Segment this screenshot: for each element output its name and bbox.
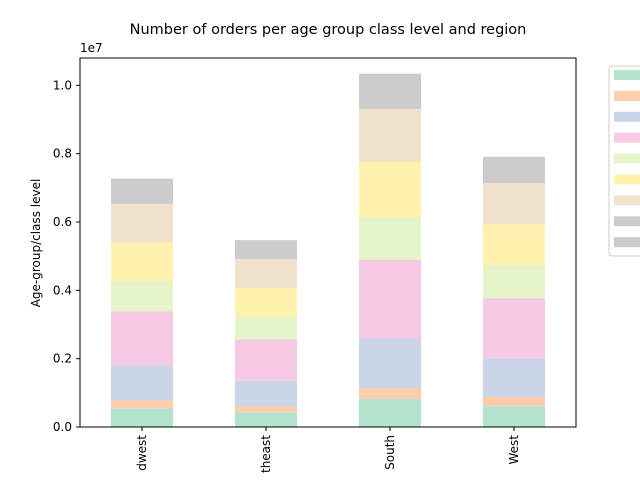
bar-segment bbox=[483, 298, 545, 359]
bar-segment bbox=[483, 406, 545, 427]
plot-frame bbox=[79, 57, 577, 428]
bar-segment bbox=[359, 338, 421, 389]
bar-segment bbox=[111, 365, 173, 401]
legend-swatch bbox=[614, 195, 640, 206]
y-tick-label: 0.2 bbox=[53, 352, 72, 366]
bar-segment bbox=[235, 240, 297, 260]
bar-segment bbox=[483, 396, 545, 407]
bar-segment bbox=[235, 339, 297, 381]
y-axis-scale-label: 1e7 bbox=[80, 41, 103, 55]
y-tick-label: 0.8 bbox=[53, 147, 72, 161]
y-tick-label: 0.6 bbox=[53, 215, 72, 229]
bar-segment bbox=[483, 358, 545, 397]
legend-swatch bbox=[614, 237, 640, 248]
y-tick-label: 1.0 bbox=[53, 78, 72, 92]
y-axis-label: Age-group/class level bbox=[29, 179, 43, 308]
bar-segment bbox=[483, 183, 545, 225]
x-tick-label: dwest bbox=[135, 435, 149, 471]
bar-segment bbox=[111, 281, 173, 312]
y-tick-label: 0.4 bbox=[53, 283, 72, 297]
legend-swatch bbox=[614, 132, 640, 143]
x-tick-label: theast bbox=[259, 435, 273, 473]
x-tick-label: West bbox=[507, 435, 521, 465]
bar-segment bbox=[111, 400, 173, 409]
bar-segment bbox=[235, 412, 297, 427]
bar-segment bbox=[111, 311, 173, 366]
bars-group bbox=[111, 73, 545, 427]
bar-segment bbox=[111, 203, 173, 243]
bar-segment bbox=[235, 316, 297, 340]
bar-segment bbox=[235, 287, 297, 317]
y-tick-label: 0.0 bbox=[53, 420, 72, 434]
bar-segment bbox=[483, 156, 545, 184]
bar-segment bbox=[359, 388, 421, 399]
bar-segment bbox=[359, 217, 421, 260]
bar-segment bbox=[111, 242, 173, 282]
axes-group: 0.0 0.2 0.4 0.6 0.8 1.0 dwest theast South West bbox=[53, 57, 577, 473]
bar-segment bbox=[359, 73, 421, 109]
bar-segment bbox=[483, 224, 545, 266]
x-tick-label: South bbox=[383, 435, 397, 470]
legend-swatch bbox=[614, 70, 640, 80]
legend-swatch bbox=[614, 216, 640, 227]
bar-segment bbox=[235, 380, 297, 407]
bar-segment bbox=[359, 161, 421, 218]
bar-segment bbox=[111, 408, 173, 427]
bar-segment bbox=[111, 178, 173, 204]
legend bbox=[608, 65, 640, 257]
bar-segment bbox=[235, 406, 297, 413]
legend-swatch bbox=[614, 111, 640, 122]
bar-segment bbox=[359, 108, 421, 162]
bar-segment bbox=[359, 259, 421, 339]
legend-swatch bbox=[614, 153, 640, 164]
bar-segment bbox=[483, 265, 545, 299]
bar-segment bbox=[359, 398, 421, 427]
legend-swatch bbox=[614, 174, 640, 185]
bar-segment bbox=[235, 259, 297, 288]
chart-title: Number of orders per age group class lev… bbox=[130, 22, 527, 38]
legend-swatch bbox=[614, 90, 640, 101]
